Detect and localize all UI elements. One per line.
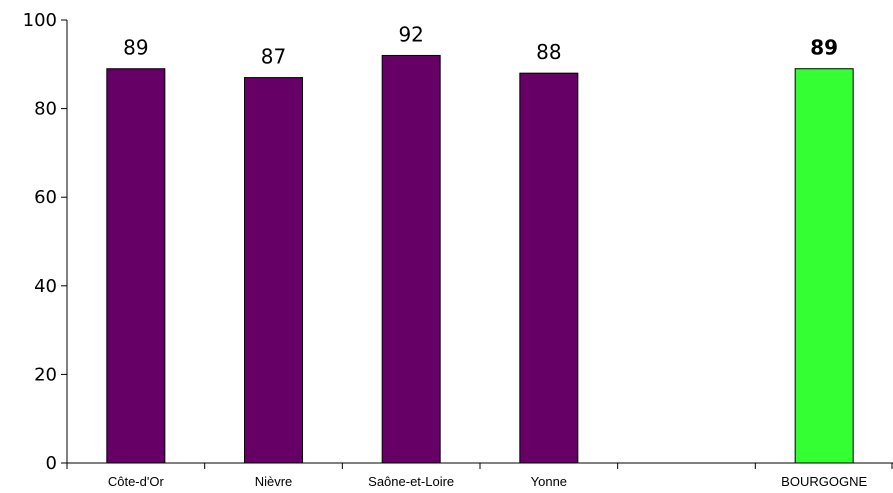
y-tick-label: 0 <box>46 453 57 474</box>
x-tick-label: BOURGOGNE <box>781 474 867 489</box>
bar <box>244 77 303 464</box>
data-label: 88 <box>536 40 561 64</box>
x-axis: Côte-d'Or Nièvre Saône-et-Loire Yonne BOURGO… <box>66 462 893 489</box>
y-tick-label: 80 <box>34 99 57 120</box>
data-labels: 89 87 92 88 89 <box>123 22 838 68</box>
bar <box>794 68 854 464</box>
y-tick-label: 40 <box>34 276 57 297</box>
y-tick-label: 100 <box>23 10 57 31</box>
data-label: 92 <box>398 22 423 46</box>
x-tick-label: Nièvre <box>255 474 293 489</box>
data-label: 89 <box>123 36 148 60</box>
data-label: 87 <box>261 45 286 69</box>
bar <box>519 72 579 464</box>
y-tick-label: 60 <box>34 187 57 208</box>
x-tick-label: Saône-et-Loire <box>368 474 454 489</box>
bars <box>106 54 854 464</box>
x-tick-label: Côte-d'Or <box>108 474 165 489</box>
x-tick-label: Yonne <box>531 474 567 489</box>
bar <box>381 54 441 464</box>
y-tick-label: 20 <box>34 364 57 385</box>
y-axis: 0 20 40 60 80 100 <box>23 10 68 474</box>
data-label: 89 <box>810 36 838 60</box>
bar <box>106 68 166 464</box>
